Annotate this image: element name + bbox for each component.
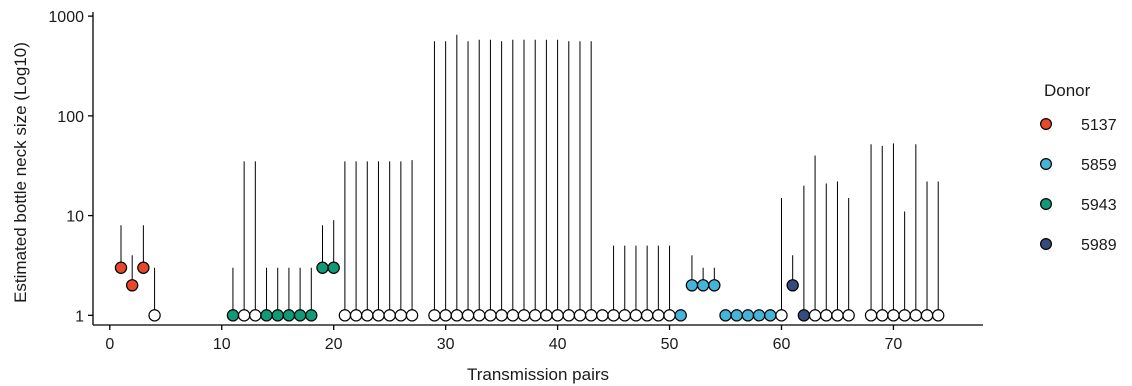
point-pair-3 [137, 261, 150, 274]
point-pair-61 [786, 279, 799, 292]
point-pair-42 [573, 309, 587, 322]
y-tick-label-10: 10 [66, 209, 84, 226]
point-pair-2 [125, 279, 139, 292]
x-tick-label-10: 10 [213, 336, 231, 353]
point-pair-69 [876, 309, 889, 322]
legend-items: 5137 5859 5943 5989 [1039, 117, 1117, 254]
point-pair-59 [764, 309, 777, 322]
legend-key-5137 [1039, 117, 1052, 130]
point-pair-44 [596, 309, 609, 322]
point-pair-45 [607, 309, 620, 322]
point-pair-18 [305, 309, 318, 322]
legend-label-5943: 5943 [1081, 197, 1117, 214]
point-pair-35 [495, 309, 508, 322]
point-pair-56 [730, 309, 743, 322]
point-pair-21 [338, 309, 352, 322]
x-ticks: 0 10 20 30 40 50 60 70 [105, 325, 902, 353]
point-pair-46 [618, 309, 631, 322]
point-pair-60 [775, 309, 788, 322]
legend-key-5989 [1039, 238, 1052, 251]
y-tick-label-100: 100 [57, 109, 84, 126]
point-pair-17 [293, 309, 307, 322]
point-pair-71 [898, 309, 911, 322]
x-tick-label-0: 0 [105, 336, 114, 353]
point-pair-4 [148, 309, 161, 322]
point-pair-15 [271, 309, 284, 322]
point-pair-57 [741, 309, 755, 322]
point-pair-54 [708, 279, 721, 292]
x-tick-label-70: 70 [885, 336, 903, 353]
point-pair-58 [752, 309, 766, 322]
point-pair-63 [808, 309, 822, 322]
point-pair-65 [831, 309, 844, 322]
point-pair-51 [674, 309, 687, 322]
point-pair-64 [820, 309, 833, 322]
point-pair-62 [797, 309, 811, 322]
x-tick-label-30: 30 [437, 336, 455, 353]
y-axis-title: Estimated bottle neck size (Log10) [11, 42, 30, 303]
point-pair-16 [282, 309, 296, 322]
legend-key-5859 [1039, 158, 1052, 171]
point-pair-73 [920, 309, 934, 322]
point-pair-33 [473, 309, 486, 322]
point-pair-47 [629, 309, 643, 322]
x-tick-label-40: 40 [549, 336, 567, 353]
point-pair-14 [260, 309, 273, 322]
point-pair-74 [932, 309, 945, 322]
legend-key-5943 [1039, 198, 1052, 211]
x-axis-title: Transmission pairs [467, 365, 609, 384]
point-pair-11 [226, 309, 240, 322]
point-pair-36 [506, 309, 520, 322]
point-pair-23 [361, 309, 374, 322]
point-pair-55 [719, 309, 732, 322]
point-pair-25 [383, 309, 396, 322]
whisker-layer [120, 34, 939, 316]
point-pair-1 [114, 261, 128, 274]
point-pair-72 [909, 309, 923, 322]
legend-label-5859: 5859 [1081, 157, 1117, 174]
point-pair-22 [349, 309, 363, 322]
point-pair-20 [327, 261, 340, 274]
point-pair-53 [696, 279, 710, 292]
point-pair-68 [864, 309, 878, 322]
legend-label-5137: 5137 [1081, 117, 1117, 134]
point-pair-31 [450, 309, 464, 322]
point-pair-38 [529, 309, 542, 322]
point-pair-43 [584, 309, 598, 322]
legend: Donor 5137 5859 5943 5989 [1039, 81, 1117, 254]
y-tick-label-1000: 1000 [48, 9, 84, 26]
point-pair-29 [428, 309, 441, 322]
point-pair-50 [663, 309, 676, 322]
point-pair-24 [372, 309, 385, 322]
y-ticks: 1 10 100 1000 [48, 9, 93, 325]
x-tick-label-20: 20 [325, 336, 343, 353]
point-pair-32 [461, 309, 475, 322]
point-pair-13 [249, 309, 262, 322]
legend-title: Donor [1044, 81, 1091, 100]
point-pair-37 [517, 309, 531, 322]
point-pair-30 [439, 309, 452, 322]
x-tick-label-50: 50 [661, 336, 679, 353]
point-pair-26 [394, 309, 408, 322]
point-pair-39 [540, 309, 553, 322]
point-pair-52 [685, 279, 699, 292]
axes: 1 10 100 1000 0 10 20 30 40 50 60 70 [48, 9, 983, 353]
point-pair-70 [887, 309, 900, 322]
point-pair-48 [640, 309, 654, 322]
point-pair-41 [562, 309, 575, 322]
point-pair-66 [842, 309, 855, 322]
y-tick-label-1: 1 [75, 308, 84, 325]
point-pair-40 [551, 309, 564, 322]
x-tick-label-60: 60 [773, 336, 791, 353]
point-pair-27 [405, 309, 419, 322]
point-pair-49 [652, 309, 665, 322]
point-pair-19 [316, 261, 329, 274]
point-layer [114, 261, 945, 322]
legend-label-5989: 5989 [1081, 237, 1117, 254]
point-pair-12 [237, 309, 251, 322]
point-pair-34 [484, 309, 497, 322]
